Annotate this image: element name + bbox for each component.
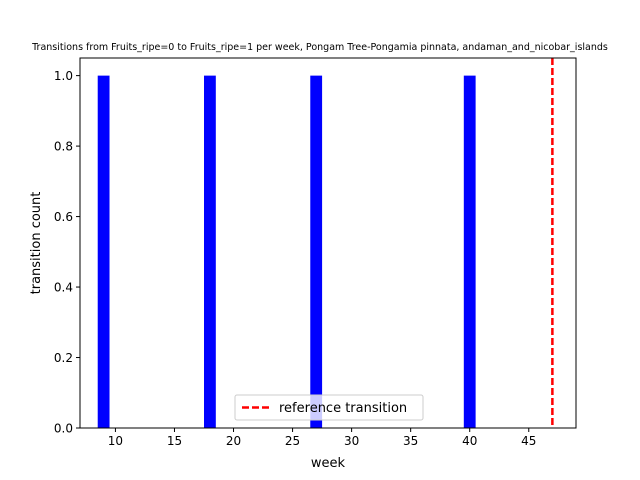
x-ticks: 10 15 20 25 30 35 40 45 bbox=[108, 428, 536, 448]
x-tick-label: 25 bbox=[285, 434, 300, 448]
legend: reference transition bbox=[234, 394, 424, 421]
bar-week-27 bbox=[310, 75, 323, 428]
bars-group bbox=[97, 75, 476, 428]
x-tick-label: 15 bbox=[167, 434, 182, 448]
x-axis-label: week bbox=[311, 456, 346, 471]
y-ticks: 0.0 0.2 0.4 0.6 0.8 1.0 bbox=[54, 69, 80, 436]
x-tick-label: 35 bbox=[403, 434, 418, 448]
y-tick-label: 0.6 bbox=[54, 210, 73, 224]
x-tick-label: 40 bbox=[462, 434, 477, 448]
legend-box bbox=[234, 394, 424, 421]
y-tick-label: 1.0 bbox=[54, 69, 73, 83]
bar-week-9 bbox=[97, 75, 110, 428]
plot-frame bbox=[79, 57, 577, 429]
chart-title: Transitions from Fruits_ripe=0 to Fruits… bbox=[31, 42, 608, 53]
legend-label: reference transition bbox=[279, 401, 407, 416]
y-axis-label: transition count bbox=[29, 192, 44, 295]
bar-week-40 bbox=[463, 75, 476, 428]
x-tick-label: 10 bbox=[108, 434, 123, 448]
y-tick-label: 0.4 bbox=[54, 281, 73, 295]
y-tick-label: 0.0 bbox=[54, 422, 73, 436]
x-tick-label: 30 bbox=[344, 434, 359, 448]
bar-week-18 bbox=[204, 75, 216, 428]
y-tick-label: 0.2 bbox=[54, 351, 73, 365]
x-tick-label: 20 bbox=[226, 434, 241, 448]
y-tick-label: 0.8 bbox=[54, 140, 73, 154]
x-tick-label: 45 bbox=[521, 434, 536, 448]
